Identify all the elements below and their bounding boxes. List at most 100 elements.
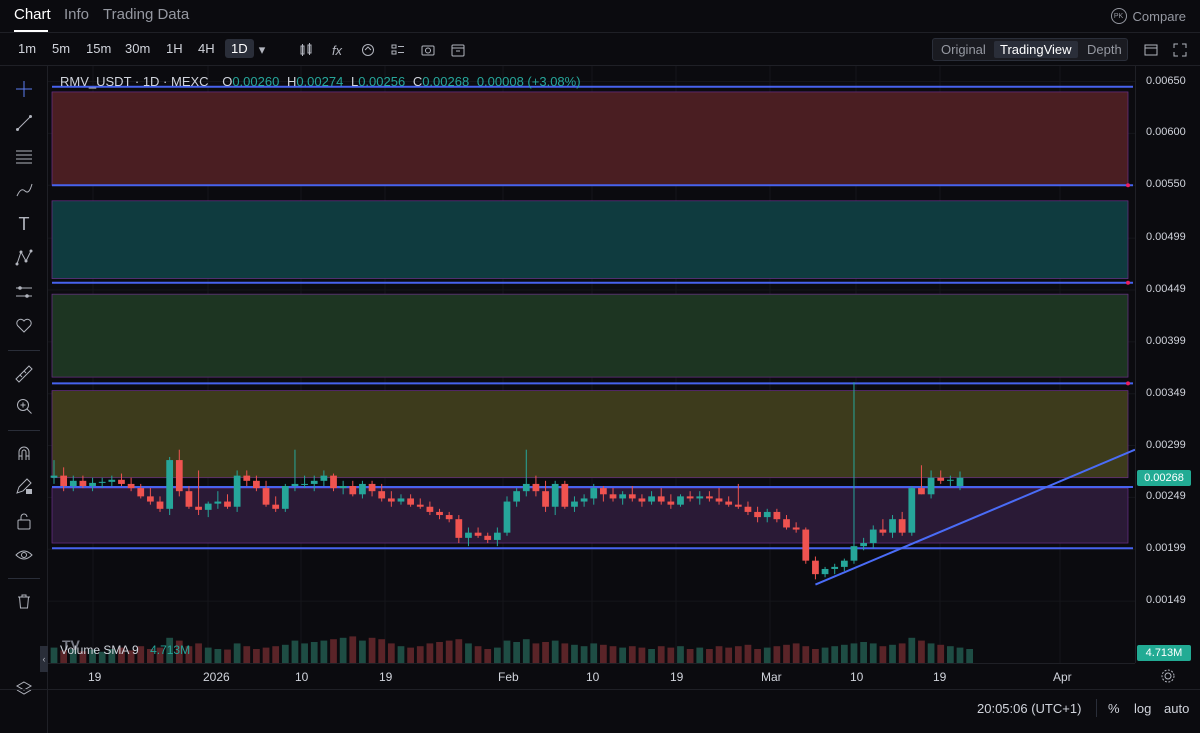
dropdown-caret-icon[interactable]: ▾ (258, 42, 266, 57)
calendar-icon[interactable] (450, 42, 466, 58)
magnet-icon[interactable] (14, 443, 34, 463)
candle-body (937, 477, 945, 481)
clock[interactable]: 20:05:06 (UTC+1) (977, 701, 1082, 716)
templates-icon[interactable] (390, 42, 406, 58)
candle-body (98, 481, 106, 483)
sidebar-divider (8, 350, 40, 351)
tab-info[interactable]: Info (64, 6, 90, 23)
volume-bar (185, 646, 193, 663)
volume-bar (156, 647, 164, 663)
candle-body (50, 475, 58, 478)
volume-bar (474, 646, 482, 663)
price-chart[interactable] (48, 66, 1135, 663)
alert-icon[interactable] (360, 42, 376, 58)
price-label: 0.00299 (1146, 438, 1186, 451)
trendline-icon[interactable] (14, 113, 34, 133)
timeframe-4h[interactable]: 4H (198, 41, 215, 56)
candle-body (522, 483, 530, 492)
time-label: 10 (850, 670, 864, 684)
view-original[interactable]: Original (941, 42, 986, 57)
volume-bar (513, 642, 521, 663)
camera-icon[interactable] (420, 42, 436, 58)
forecast-icon[interactable] (14, 282, 34, 302)
zone-box (51, 91, 1129, 186)
candle-body (908, 488, 916, 533)
candles-icon[interactable] (298, 42, 314, 58)
crosshair-icon[interactable] (14, 79, 34, 99)
volume-bar (850, 643, 858, 663)
log-toggle[interactable]: log (1134, 701, 1152, 716)
text-icon[interactable]: T (18, 213, 30, 234)
timeframe-15m[interactable]: 15m (86, 41, 112, 56)
eye-icon[interactable] (14, 545, 34, 565)
timeframe-30m[interactable]: 30m (125, 41, 151, 56)
auto-toggle[interactable]: auto (1164, 701, 1190, 716)
candle-body (224, 501, 231, 507)
candle-body (889, 519, 896, 533)
volume-bar (677, 646, 684, 663)
view-tradingview[interactable]: TradingView (994, 41, 1078, 58)
candle-body (272, 504, 280, 509)
pattern-icon[interactable] (14, 248, 34, 268)
indicators-icon[interactable]: fx (331, 42, 343, 58)
candle-body (898, 519, 906, 533)
volume-bar (908, 637, 916, 663)
candle-body (281, 486, 289, 509)
candle-body (137, 488, 145, 497)
lock-icon[interactable] (14, 511, 34, 531)
volume-bar (561, 643, 569, 663)
volume-bar (879, 646, 887, 663)
zoom-icon[interactable] (14, 396, 34, 416)
candle-body (773, 511, 781, 520)
drawing-tools-sidebar: T ‹ (0, 66, 48, 733)
candle-body (493, 532, 501, 540)
candle-body (301, 483, 308, 485)
symbol-label[interactable]: RMV_USDT · 1D · MEXC (60, 74, 209, 89)
trash-icon[interactable] (14, 591, 34, 611)
brush-icon[interactable] (14, 180, 34, 200)
candle-body (609, 494, 617, 499)
volume-bar (503, 640, 511, 663)
layers-icon[interactable] (14, 679, 34, 699)
candle-body (667, 501, 675, 505)
fib-icon[interactable] (14, 146, 34, 166)
layout-icon[interactable] (1143, 42, 1159, 58)
price-axis[interactable]: 0.00650 0.00600 0.00550 0.00499 0.00449 0.003… (1135, 66, 1200, 663)
settings-gear-icon[interactable] (1160, 668, 1176, 687)
price-label: 0.00249 (1146, 490, 1186, 503)
tab-chart[interactable]: Chart (14, 6, 51, 23)
time-label: 19 (670, 670, 684, 684)
volume-bar (715, 646, 723, 663)
candle-body (204, 503, 212, 510)
tab-trading-data[interactable]: Trading Data (103, 6, 190, 23)
volume-bar (493, 647, 501, 663)
volume-bar (792, 643, 800, 663)
timeframe-1d[interactable]: 1D (225, 39, 254, 58)
draw-lock-icon[interactable] (14, 476, 34, 496)
collapse-sidebar-icon[interactable]: ‹ (40, 646, 48, 672)
volume-bar (301, 643, 308, 663)
open-label: O (222, 74, 233, 89)
fullscreen-icon[interactable] (1172, 42, 1188, 58)
timeframe-1h[interactable]: 1H (166, 41, 183, 56)
timeframe-1m[interactable]: 1m (18, 41, 37, 56)
volume-bar (291, 640, 299, 663)
view-depth[interactable]: Depth (1087, 42, 1122, 57)
percent-toggle[interactable]: % (1108, 701, 1120, 716)
volume-value: 4.713M (150, 643, 191, 657)
close-value: 0.00268 (422, 74, 470, 89)
volume-bar (204, 647, 212, 663)
ruler-icon[interactable] (14, 364, 34, 384)
bottom-bar: 20:05:06 (UTC+1) % log auto (0, 689, 1200, 733)
compare-button[interactable]: PK Compare (1110, 8, 1186, 24)
volume-bar (445, 640, 453, 663)
volume-bar (214, 649, 222, 663)
volume-label: Volume SMA 9 (60, 643, 139, 657)
volume-bar (754, 649, 761, 663)
time-axis[interactable]: 19 2026 10 19 Feb 10 19 Mar 10 19 Apr (48, 663, 1135, 689)
sidebar-divider (8, 578, 40, 579)
favorites-icon[interactable] (14, 316, 34, 336)
candle-body (706, 496, 713, 499)
timeframe-5m[interactable]: 5m (52, 41, 71, 56)
candle-body (156, 501, 164, 509)
